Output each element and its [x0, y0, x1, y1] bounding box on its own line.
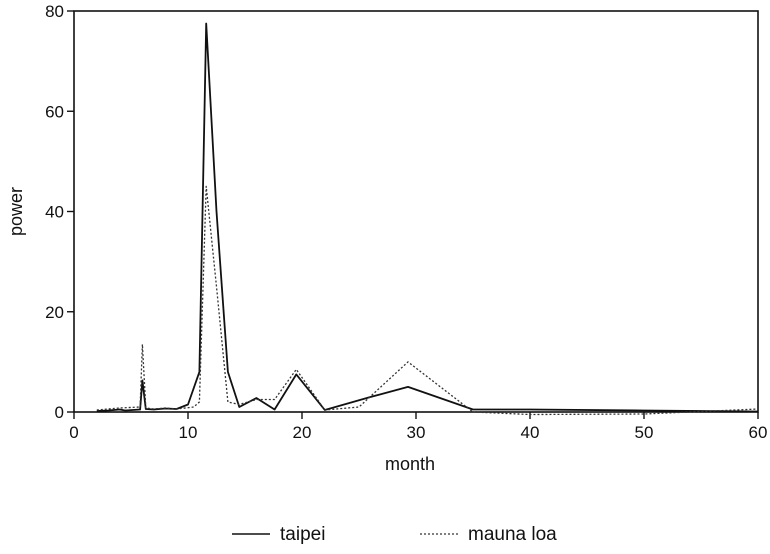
legend: taipei mauna loa [232, 524, 557, 545]
x-tick-label: 0 [69, 423, 78, 442]
y-tick-label: 20 [45, 303, 64, 322]
x-tick-label: 60 [749, 423, 768, 442]
plot-frame [73, 10, 759, 413]
x-tick-label: 50 [635, 423, 654, 442]
x-tick-label: 20 [293, 423, 312, 442]
legend-label: taipei [280, 524, 325, 545]
y-tick-label: 80 [45, 2, 64, 21]
x-tick-label: 30 [407, 423, 426, 442]
x-tick-label: 10 [179, 423, 198, 442]
y-tick-label: 40 [45, 203, 64, 222]
series-line-mauna-loa [96, 185, 759, 416]
x-tick-label: 40 [521, 423, 540, 442]
axes: 0 10 20 30 40 50 60 0 20 40 60 80 month power [6, 2, 767, 474]
y-tick-label: 0 [55, 403, 64, 422]
x-axis-label: month [385, 454, 435, 474]
series-line-taipei [96, 22, 759, 413]
y-tick-label: 60 [45, 102, 64, 121]
y-axis-label: power [6, 187, 26, 236]
legend-label: mauna loa [468, 524, 557, 545]
series-layer [96, 22, 759, 416]
